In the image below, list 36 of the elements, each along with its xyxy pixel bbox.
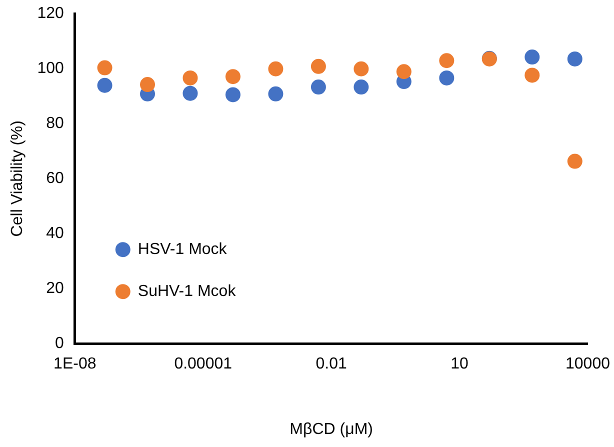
x-tick-label: 0.01 bbox=[316, 356, 347, 373]
point bbox=[97, 78, 112, 93]
point bbox=[439, 53, 454, 68]
point bbox=[310, 80, 326, 95]
y-axis-title: Cell Viability (%) bbox=[9, 120, 26, 237]
point bbox=[567, 154, 582, 169]
y-tick-label: 100 bbox=[37, 60, 64, 78]
point bbox=[524, 68, 540, 83]
y-tick-label: 40 bbox=[46, 225, 64, 242]
point bbox=[225, 69, 240, 84]
x-tick-label: 0.00001 bbox=[174, 356, 232, 373]
point bbox=[268, 61, 284, 76]
point bbox=[225, 87, 240, 102]
x-tick-label: 1E-08 bbox=[54, 356, 96, 373]
point bbox=[268, 86, 284, 102]
point bbox=[354, 80, 369, 95]
point bbox=[567, 51, 582, 66]
point bbox=[310, 58, 326, 74]
legend-label: HSV-1 Mock bbox=[138, 241, 228, 258]
x-axis-title: MβCD (μM) bbox=[290, 420, 373, 438]
point bbox=[182, 86, 198, 101]
y-tick-label: 20 bbox=[46, 280, 64, 298]
point bbox=[439, 70, 454, 86]
y-tick-label: 0 bbox=[54, 335, 64, 352]
y-tick-label: 120 bbox=[37, 5, 64, 22]
point bbox=[524, 50, 540, 65]
point bbox=[182, 70, 198, 86]
y-tick-label: 60 bbox=[46, 170, 64, 188]
point bbox=[396, 64, 412, 80]
point bbox=[97, 60, 112, 76]
point bbox=[140, 77, 156, 92]
point bbox=[354, 61, 369, 76]
x-tick-label: 10 bbox=[450, 356, 469, 373]
y-tick-label: 80 bbox=[46, 115, 64, 132]
x-tick-label: 10000 bbox=[566, 356, 610, 373]
legend-label: SuHV-1 Mcok bbox=[138, 283, 237, 300]
